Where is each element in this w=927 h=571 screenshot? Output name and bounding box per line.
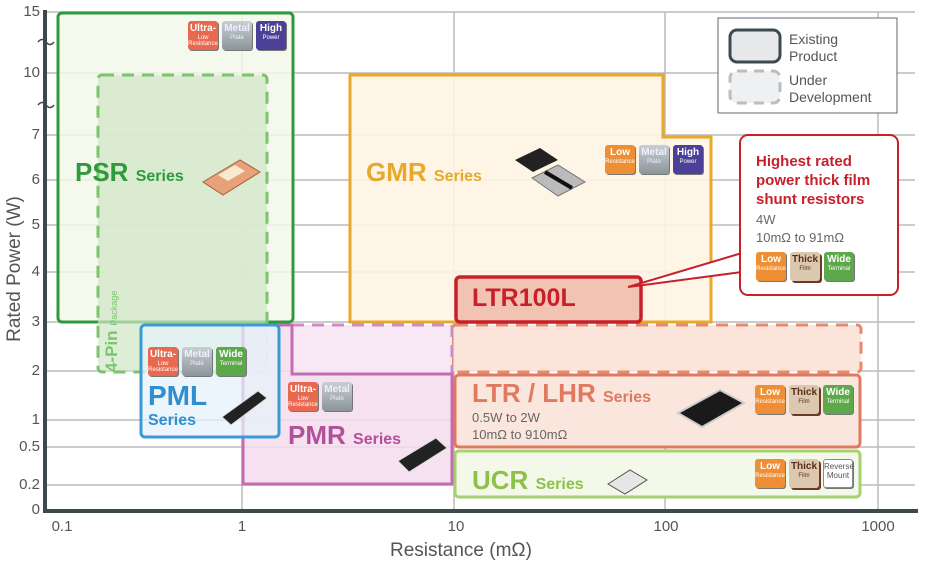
ltr-resistor-icon <box>675 388 747 429</box>
psr-resistor-icon <box>202 159 261 196</box>
wide-terminal-badge: Wide Terminal <box>823 385 853 414</box>
wide-terminal-badge: Wide Terminal <box>824 252 854 281</box>
x-tick: 100 <box>653 518 679 535</box>
ltr-lhr-series-label: LTR / LHR Series <box>472 378 651 409</box>
y-tick: 5 <box>31 216 40 233</box>
ltr-lhr-range: 10mΩ to 910mΩ <box>472 427 568 442</box>
y-tick: 0 <box>31 501 40 518</box>
high-power-badge: High Power <box>673 145 703 174</box>
ucr-resistor-icon <box>607 469 648 495</box>
low-resistance-badge: Low Resistance <box>755 385 785 414</box>
y-tick: 15 <box>23 3 40 20</box>
callout-title: Highest rated power thick film shunt res… <box>756 153 871 208</box>
y-tick: 0.2 <box>19 476 40 493</box>
y-tick: 4 <box>31 263 40 280</box>
y-axis-title: Rated Power (W) <box>4 196 25 342</box>
wide-terminal-badge: Wide Terminal <box>216 347 246 376</box>
pmr-development-region <box>290 323 454 376</box>
ltr-lhr-suffix: Series <box>602 389 651 406</box>
x-tick: 10 <box>447 518 465 535</box>
callout-range: 10mΩ to 91mΩ <box>756 230 845 245</box>
low-resistance-badge: Low Resistance <box>756 252 786 281</box>
high-power-badge: High Power <box>256 21 286 50</box>
y-tick: 10 <box>23 64 40 81</box>
metal-plate-badge: Metal Plate <box>222 21 252 50</box>
y-tick: 0.5 <box>19 438 40 455</box>
axis-break-icon <box>37 38 55 109</box>
y-tick: 6 <box>31 171 40 188</box>
legend-existing-label: Existing Product <box>789 31 839 64</box>
ltr-development-region <box>450 323 863 374</box>
ltr-lhr-name: LTR / LHR <box>472 378 596 408</box>
ultra-low-resistance-badge: Ultra- Low Resistance <box>288 382 318 411</box>
ultra-low-resistance-badge: Ultra- Low Resistance <box>148 347 178 376</box>
gmr-region <box>348 73 713 324</box>
low-resistance-badge: Low Resistance <box>755 459 785 488</box>
pml-suffix: Series <box>148 412 197 429</box>
low-resistance-badge: Low Resistance <box>605 145 635 174</box>
ucr-name: UCR <box>472 465 529 495</box>
callout-power: 4W <box>756 212 776 227</box>
gmr-series-label: GMR Series <box>366 157 482 188</box>
legend-existing-swatch <box>728 28 782 64</box>
x-tick: 1000 <box>861 518 895 535</box>
metal-plate-badge: Metal Plate <box>182 347 212 376</box>
four-pin-package-label: 4-Pin Package <box>102 290 121 372</box>
psr-name: PSR <box>75 157 129 187</box>
x-axis-title: Resistance (mΩ) <box>390 540 532 561</box>
thick-film-badge: Thick Film <box>790 252 820 281</box>
ltr-lhr-power: 0.5W to 2W <box>472 410 540 425</box>
ucr-suffix: Series <box>535 476 584 493</box>
pml-resistor-icon <box>221 390 268 426</box>
legend-development-label: Under Development <box>789 72 872 105</box>
pml-name: PML <box>148 380 208 411</box>
reverse-mount-badge: Reverse Mount <box>823 459 854 488</box>
pmr-resistor-icon <box>397 437 448 473</box>
ucr-series-label: UCR Series <box>472 465 584 496</box>
thick-film-badge: Thick Film <box>789 459 819 488</box>
y-tick: 3 <box>31 313 40 330</box>
psr-suffix: Series <box>135 168 184 185</box>
metal-plate-badge: Metal Plate <box>639 145 669 174</box>
x-tick: 0.1 <box>51 518 73 535</box>
metal-plate-badge: Metal Plate <box>322 382 352 411</box>
x-tick: 1 <box>237 518 247 535</box>
gmr-resistor-icon <box>515 148 587 197</box>
pmr-series-label: PMR Series <box>288 420 401 451</box>
psr-series-label: PSR Series <box>75 157 184 188</box>
ltr100l-label: LTR100L <box>472 284 576 312</box>
y-tick: 7 <box>31 126 40 143</box>
legend-development-swatch <box>728 69 782 105</box>
pmr-suffix: Series <box>353 431 402 448</box>
gmr-name: GMR <box>366 157 427 187</box>
ultra-low-resistance-badge: Ultra- Low Resistance <box>188 21 218 50</box>
gmr-suffix: Series <box>433 168 482 185</box>
y-tick: 2 <box>31 362 40 379</box>
thick-film-badge: Thick Film <box>789 385 819 414</box>
y-tick: 1 <box>31 411 40 428</box>
pmr-name: PMR <box>288 420 346 450</box>
ltr100l-region <box>454 275 643 324</box>
